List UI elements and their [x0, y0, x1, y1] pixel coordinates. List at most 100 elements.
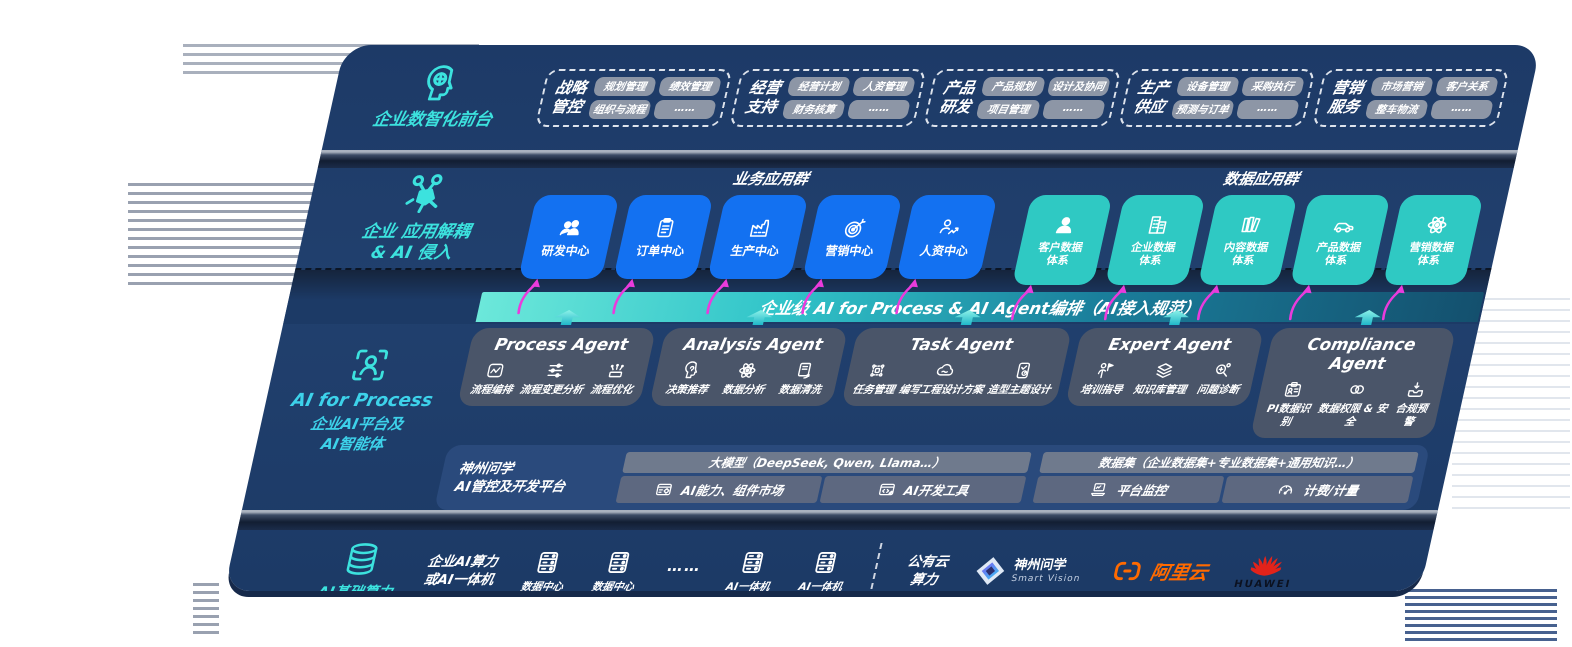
agent-capability-label: 数据权限 & 安全 [1316, 403, 1389, 429]
front-office-band: 企业数智化前台 战略 管控 规划管理 绩效管理 组织与流程…… 经营 支持 经营计划 人资管理财… [322, 45, 1541, 150]
app-columns: 业务应用群 研发中心 订单中心 生产中心 营销中心 人资中心 数据应用群 客户数据 体系 企… [517, 168, 1514, 321]
vendor-alicloud: 阿里云 [1108, 558, 1211, 585]
car-icon [1329, 213, 1358, 237]
data-system-box-cell: 营销数据 体系 [1382, 195, 1484, 321]
platform-right-cells: 平台监控 计费/计量 [1032, 476, 1414, 504]
smartvision-logo-icon [972, 556, 1009, 586]
flow-icon [483, 360, 509, 381]
market-icon [652, 480, 675, 499]
front-office-chip-grid: 经营计划 人资管理 财务核算…… [781, 76, 917, 119]
architecture-panel: 企业数智化前台 战略 管控 规划管理 绩效管理 组织与流程…… 经营 支持 经营计划 人资管理财… [223, 45, 1541, 591]
agent-cell: Task Agent 任务管理 编写工程设计方案 造型主题设计 [834, 310, 1077, 438]
business-center-box-label: 研发中心 [540, 243, 592, 258]
ai-layer-side-label: AI for Process 企业AI平台及 AI智能体 [242, 324, 475, 510]
magenta-flow-arrow [1379, 283, 1413, 321]
infra-node-label: 数据中心 [590, 580, 636, 591]
platform-cell: 平台监控 [1032, 476, 1225, 504]
business-center-box: 营销中心 [801, 195, 904, 279]
front-office-chip: 客户关系 [1434, 76, 1500, 96]
platform-cell: AI能力、组件市场 [615, 476, 823, 504]
agent-items: 培训指导 知识库管理 问题诊断 [1075, 360, 1249, 397]
teal-down-arrow [1161, 310, 1190, 325]
front-office-chip: …… [1235, 99, 1300, 119]
agent-items: PI数据识别 数据权限 & 安全 合规预警 [1260, 379, 1437, 429]
front-office-chip: 经营计划 [787, 76, 852, 96]
data-system-box-label: 客户数据 体系 [1037, 240, 1084, 267]
agent-box: Analysis Agent 决策推荐 数据分析 数据清洗 [648, 328, 848, 407]
magenta-flow-arrow [1101, 283, 1135, 321]
meter-icon [1274, 480, 1297, 499]
business-center-box: 研发中心 [518, 195, 620, 279]
front-office-chip-grid: 规划管理 绩效管理 组织与流程…… [587, 76, 723, 119]
infra-node: AI一体机 [724, 549, 778, 591]
database-icon [339, 540, 385, 578]
ai-layer-main: Process Agent 流程编排 流程变更分析 流程优化 Analysis Agen… [433, 324, 1479, 511]
data-system-box-cell: 企业数据 体系 [1103, 195, 1206, 321]
platform-label-line2: AI管控及开发平台 [453, 478, 567, 495]
front-office-group-title-line: 供应 [1131, 97, 1167, 116]
front-office-group-title-line: 研发 [937, 97, 973, 116]
agent-capability-label: 流程优化 [589, 384, 634, 396]
front-office-group-title-line: 战略 [553, 78, 589, 97]
front-office-side-label: 企业数智化前台 [326, 64, 549, 131]
front-office-group-title: 营销 服务 [1326, 79, 1365, 116]
teal-down-arrow [745, 310, 774, 325]
front-office-chip: 采购执行 [1240, 76, 1305, 96]
business-center-box-cell: 人资中心 [895, 195, 998, 315]
front-office-chip: 财务核算 [781, 99, 847, 119]
platform-cell-label: 计费/计量 [1301, 483, 1360, 499]
data-system-box-cell: 内容数据 体系 [1196, 195, 1299, 321]
infra-node: 数据中心 [519, 549, 571, 591]
agent-cell: Compliance Agent PI数据识别 数据权限 & 安全 合规预警 [1249, 310, 1460, 439]
molecule-icon [396, 172, 452, 218]
huawei-name: HUAWEI [1232, 579, 1293, 591]
agent-capability-label: PI数据识别 [1265, 403, 1312, 429]
front-office-chip: 规划管理 [592, 76, 658, 96]
smartvision-sub: Smart Vision [1010, 574, 1082, 585]
agent-capability: 合规预警 [1388, 379, 1437, 429]
infra-node-label: AI一体机 [797, 580, 844, 591]
agent-capability: 数据权限 & 安全 [1312, 379, 1395, 429]
front-office-label: 企业数智化前台 [370, 109, 495, 130]
diagnose-icon [1210, 360, 1236, 381]
tray-icon [1403, 379, 1429, 400]
platform-cell-label: 平台监控 [1115, 483, 1169, 499]
agent-capability-label: 数据清洗 [777, 384, 823, 396]
data-system-box-label: 产品数据 体系 [1315, 240, 1363, 267]
front-office-group: 生产 供应 设备管理 采购执行 预测与订单…… [1117, 68, 1316, 127]
data-system-box-label: 内容数据 体系 [1222, 240, 1270, 267]
alicloud-logo-icon [1108, 558, 1146, 584]
model-bar: 大模型（DeepSeek, Qwen, Llama…） [622, 452, 1032, 474]
data-system-box: 客户数据 体系 [1011, 195, 1113, 285]
data-system-box: 产品数据 体系 [1290, 195, 1391, 285]
front-office-chip: 预测与订单 [1170, 99, 1235, 119]
compute-label: 企业AI算力 或AI一体机 [422, 554, 500, 589]
content-icon [1236, 213, 1265, 237]
app-layer-band: 企业 应用解耦 & AI 侵入 业务应用群 研发中心 订单中心 生产中心 营销中心 人资… [296, 168, 1514, 321]
server-icon [602, 549, 635, 576]
hr-icon [935, 216, 964, 240]
design-icon [1011, 360, 1037, 381]
front-office-chip: …… [847, 99, 912, 119]
user-icon [1051, 213, 1080, 237]
business-center-box-cell: 研发中心 [517, 195, 620, 315]
front-office-group-title-line: 支持 [743, 97, 779, 116]
business-group-title: 业务应用群 [731, 170, 811, 188]
data-system-box-label: 企业数据 体系 [1129, 240, 1177, 267]
vertical-divider [868, 543, 883, 591]
decision-icon [678, 360, 704, 381]
front-office-group-title-line: 营销 [1330, 78, 1366, 97]
public-cloud-label: 公有云 算力 [905, 554, 950, 589]
front-office-group-title-line: 经营 [747, 78, 783, 97]
business-center-box-cell: 订单中心 [611, 195, 714, 315]
server-icon [809, 549, 842, 576]
platform-cell: 计费/计量 [1221, 476, 1414, 504]
front-office-chip: 产品规划 [981, 76, 1046, 96]
devtool-icon [875, 480, 898, 499]
magenta-flow-arrow [798, 277, 832, 315]
front-office-chip: 项目管理 [976, 99, 1041, 119]
agent-capability-label: 问题诊断 [1195, 384, 1241, 396]
infra-node-label: 数据中心 [519, 580, 565, 591]
front-office-groups: 战略 管控 规划管理 绩效管理 组织与流程…… 经营 支持 经营计划 人资管理 财务核算…… 产品研… [534, 68, 1536, 127]
platform-cell-label: AI开发工具 [902, 483, 970, 499]
